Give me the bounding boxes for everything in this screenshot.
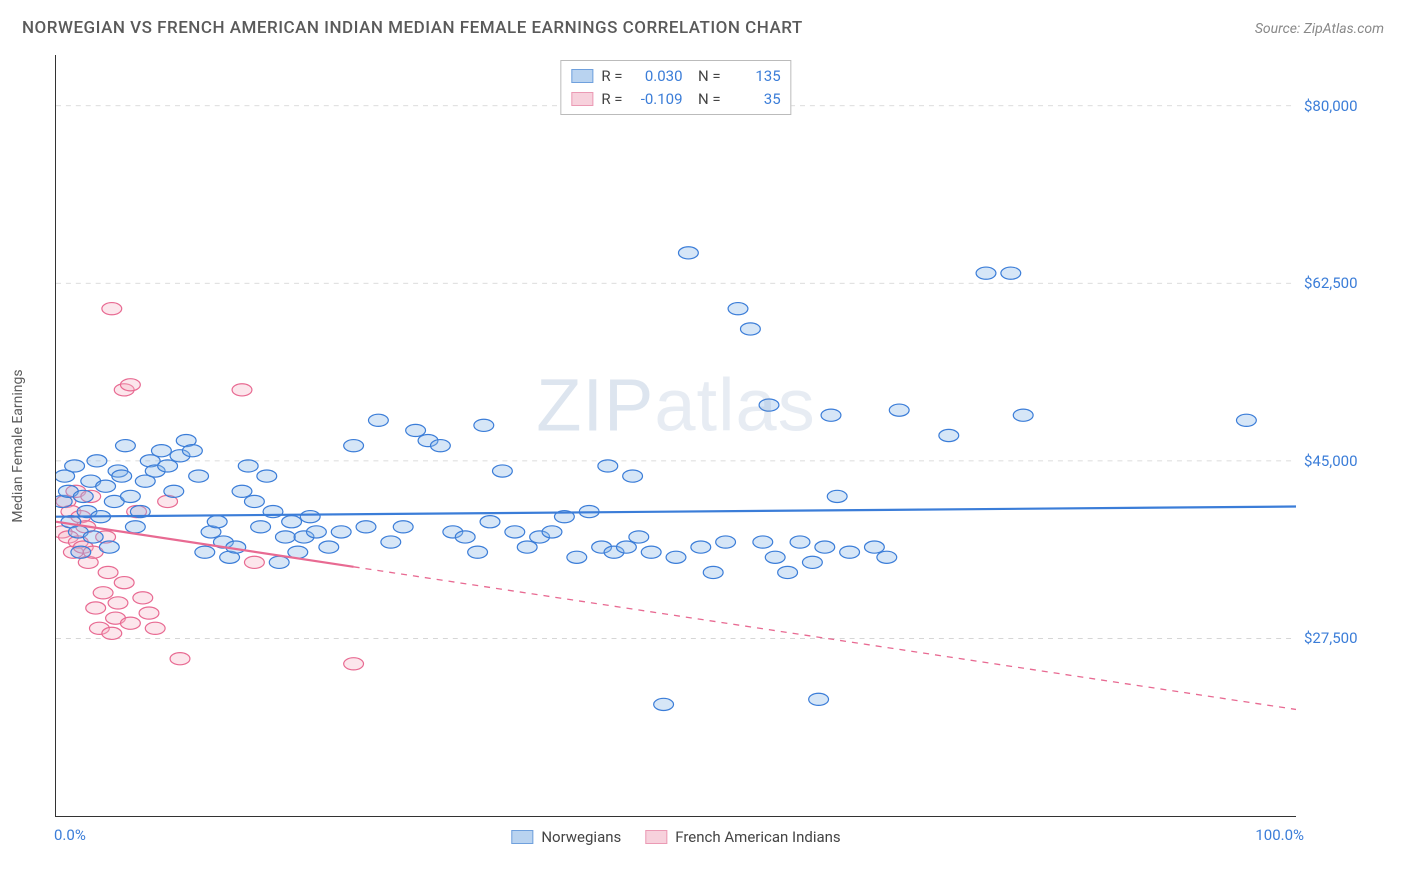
scatter-plot	[56, 55, 1296, 816]
stats-row: R = 0.030 N = 135	[571, 65, 780, 88]
series-legend: Norwegians French American Indians	[511, 828, 840, 846]
x-tick-max: 100.0%	[1255, 826, 1304, 844]
stats-swatch	[571, 92, 593, 106]
y-tick-label: $62,500	[1304, 274, 1394, 292]
y-axis-label: Median Female Earnings	[10, 369, 26, 522]
legend-swatch	[511, 830, 533, 844]
legend-label: French American Indians	[675, 828, 840, 846]
stat-r-value: -0.109	[631, 88, 683, 111]
stat-n-value: 135	[729, 65, 781, 88]
stat-n-label: N =	[691, 88, 721, 111]
stats-row: R = -0.109 N = 35	[571, 88, 780, 111]
stat-n-label: N =	[691, 65, 721, 88]
chart-title: NORWEGIAN VS FRENCH AMERICAN INDIAN MEDI…	[22, 18, 803, 38]
stat-r-label: R =	[601, 65, 622, 88]
source-label: Source: ZipAtlas.com	[1255, 21, 1384, 37]
legend-label: Norwegians	[541, 828, 621, 846]
y-tick-label: $80,000	[1304, 97, 1394, 115]
correlation-stats-box: R = 0.030 N = 135 R = -0.109 N = 35	[560, 60, 791, 115]
legend-swatch	[645, 830, 667, 844]
y-tick-label: $27,500	[1304, 629, 1394, 647]
x-tick-min: 0.0%	[54, 826, 86, 844]
legend-item: French American Indians	[645, 828, 840, 846]
stat-r-value: 0.030	[631, 65, 683, 88]
y-tick-label: $45,000	[1304, 452, 1394, 470]
chart-area: ZIPatlas R =0.030 N =135R =-0.109 N =35 …	[55, 55, 1296, 817]
stat-n-value: 35	[729, 88, 781, 111]
stat-r-label: R =	[601, 88, 622, 111]
legend-item: Norwegians	[511, 828, 621, 846]
stats-swatch	[571, 69, 593, 83]
